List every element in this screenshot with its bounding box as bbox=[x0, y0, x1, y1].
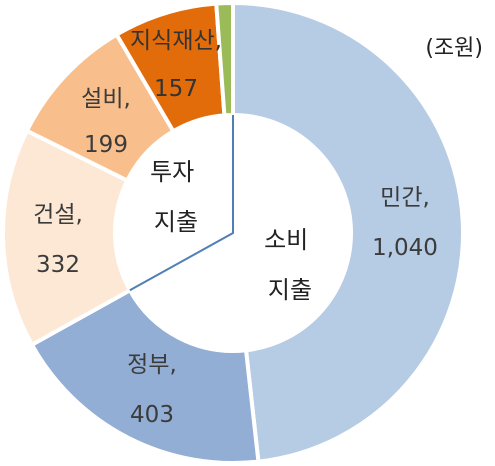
slice-label-민간: 민간, 1,040 bbox=[372, 185, 438, 261]
group-label-consumption: 소비 지출 bbox=[264, 226, 316, 304]
slice-정부 bbox=[29, 287, 261, 465]
group-divider-line bbox=[129, 115, 234, 292]
slice-label-건설: 건설, 332 bbox=[33, 202, 83, 278]
slice-label-설비: 설비, 199 bbox=[81, 86, 131, 158]
unit-label: (조원) bbox=[425, 36, 483, 61]
slice-label-지식재산: 지식재산, 157 bbox=[130, 28, 222, 102]
group-label-investment: 투자 지출 bbox=[150, 158, 202, 236]
slices-group bbox=[1, 0, 465, 465]
slice-건설 bbox=[1, 128, 133, 348]
slice-label-정부: 정부, 403 bbox=[127, 352, 177, 428]
slice-민간 bbox=[231, 0, 465, 464]
